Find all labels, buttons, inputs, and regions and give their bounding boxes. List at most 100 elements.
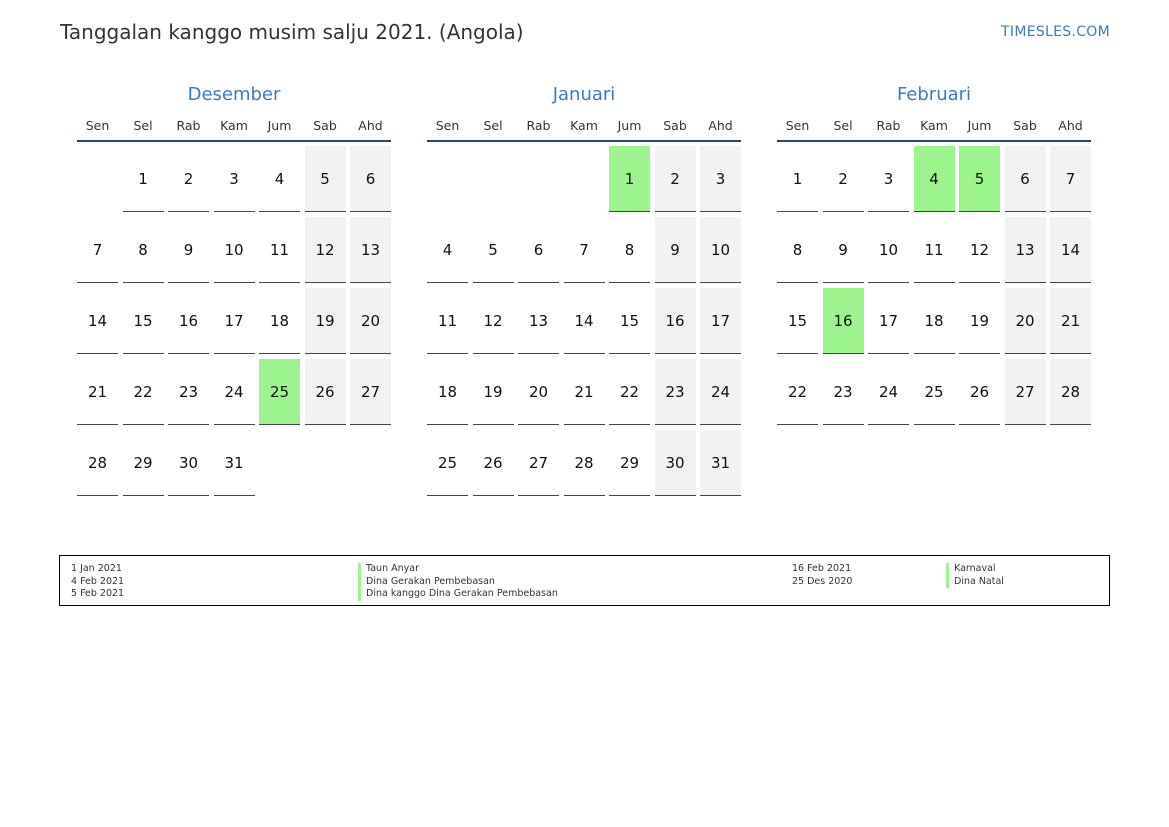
legend-dates-left: 1 Jan 2021 4 Feb 2021 5 Feb 2021 bbox=[71, 563, 124, 601]
day-cell: 15 bbox=[609, 288, 650, 354]
day-cell: 30 bbox=[168, 430, 209, 496]
day-cell: 9 bbox=[822, 217, 864, 283]
weekday-label: Sen bbox=[435, 118, 460, 133]
holiday-day-cell: 25 bbox=[259, 359, 300, 425]
day-cell: 27 bbox=[1004, 359, 1046, 425]
day-cell: 14 bbox=[563, 288, 605, 354]
weekday-label: Sel bbox=[133, 118, 153, 133]
holiday-legend: 1 Jan 2021 4 Feb 2021 5 Feb 2021 Taun An… bbox=[59, 555, 1110, 606]
day-cell: 13 bbox=[518, 288, 559, 354]
weekday-label: Kam bbox=[570, 118, 598, 133]
weekday-label: Kam bbox=[220, 118, 248, 133]
day-cell: 15 bbox=[122, 288, 164, 354]
day-cell: 31 bbox=[213, 430, 255, 496]
day-cell: 24 bbox=[868, 359, 909, 425]
day-cell: 20 bbox=[518, 359, 559, 425]
month-title: Februari bbox=[896, 84, 972, 105]
day-cell: 18 bbox=[259, 288, 300, 354]
legend-date: 1 Jan 2021 bbox=[71, 563, 122, 574]
brand-link[interactable]: TIMESLES.COM bbox=[1001, 24, 1110, 40]
day-cell: 28 bbox=[77, 430, 118, 496]
day-cell: 5 bbox=[304, 146, 346, 212]
weekday-label: Rab bbox=[876, 118, 901, 133]
weekday-label: Sen bbox=[785, 118, 810, 133]
day-cell: 19 bbox=[472, 359, 514, 425]
weekday-label: Jum bbox=[967, 118, 992, 133]
day-cell: 14 bbox=[1050, 217, 1091, 283]
legend-names-left: Taun Anyar Dina Gerakan Pembebasan Dina … bbox=[358, 563, 558, 601]
holiday-day-cell: 5 bbox=[959, 146, 1000, 212]
weekday-label: Rab bbox=[176, 118, 201, 133]
day-cell: 6 bbox=[518, 217, 559, 283]
day-cell: 14 bbox=[77, 288, 118, 354]
weekday-label: Sel bbox=[833, 118, 853, 133]
day-cell: 4 bbox=[427, 217, 468, 283]
day-cell: 17 bbox=[213, 288, 255, 354]
legend-names-right: Karnaval Dina Natal bbox=[946, 563, 1004, 588]
day-cell: 12 bbox=[959, 217, 1000, 283]
day-cell: 26 bbox=[304, 359, 346, 425]
day-cell: 5 bbox=[472, 217, 514, 283]
day-cell: 3 bbox=[868, 146, 909, 212]
day-cell: 16 bbox=[654, 288, 696, 354]
day-cell: 19 bbox=[959, 288, 1000, 354]
weekday-label: Ahd bbox=[1058, 118, 1083, 133]
day-cell: 31 bbox=[700, 430, 741, 496]
day-cell: 28 bbox=[1050, 359, 1091, 425]
weekday-label: Rab bbox=[526, 118, 551, 133]
legend-holiday-name: Dina Gerakan Pembebasan bbox=[358, 575, 558, 588]
day-cell: 13 bbox=[1004, 217, 1046, 283]
header-rule bbox=[777, 140, 1091, 142]
holiday-day-cell: 4 bbox=[913, 146, 955, 212]
empty-day-cell bbox=[77, 146, 118, 212]
day-cell: 19 bbox=[304, 288, 346, 354]
day-cell: 12 bbox=[472, 288, 514, 354]
day-cell: 27 bbox=[350, 359, 391, 425]
header-rule bbox=[427, 140, 741, 142]
weekday-label: Jum bbox=[617, 118, 642, 133]
day-cell: 2 bbox=[654, 146, 696, 212]
day-cell: 11 bbox=[913, 217, 955, 283]
day-cell: 6 bbox=[350, 146, 391, 212]
day-cell: 6 bbox=[1004, 146, 1046, 212]
holiday-day-cell: 1 bbox=[609, 146, 650, 212]
day-cell: 21 bbox=[563, 359, 605, 425]
weekday-label: Sel bbox=[483, 118, 503, 133]
weekday-label: Sen bbox=[85, 118, 110, 133]
day-cell: 29 bbox=[122, 430, 164, 496]
weekday-label: Sab bbox=[663, 118, 687, 133]
legend-dates-right: 16 Feb 2021 25 Des 2020 bbox=[792, 563, 852, 588]
day-cell: 21 bbox=[77, 359, 118, 425]
day-cell: 23 bbox=[822, 359, 864, 425]
day-cell: 29 bbox=[609, 430, 650, 496]
day-cell: 3 bbox=[213, 146, 255, 212]
day-cell: 10 bbox=[213, 217, 255, 283]
empty-day-cell bbox=[473, 146, 514, 212]
legend-date: 4 Feb 2021 bbox=[71, 575, 125, 587]
empty-day-cell bbox=[427, 146, 468, 212]
day-cell: 13 bbox=[350, 217, 391, 283]
header-rule bbox=[77, 140, 391, 142]
day-cell: 8 bbox=[777, 217, 818, 283]
day-cell: 12 bbox=[304, 217, 346, 283]
day-cell: 18 bbox=[913, 288, 955, 354]
day-cell: 17 bbox=[868, 288, 909, 354]
legend-date: 25 Des 2020 bbox=[792, 575, 853, 587]
weekday-label: Kam bbox=[920, 118, 948, 133]
day-cell: 24 bbox=[213, 359, 255, 425]
weekday-label: Ahd bbox=[358, 118, 383, 133]
day-grid: 1 2 3 4 5 6 7 8 9 10 11 12 13 14 15 16 17 18 19 20 21 22 23 24 2… bbox=[427, 146, 741, 496]
day-cell: 20 bbox=[1004, 288, 1046, 354]
day-cell: 22 bbox=[122, 359, 164, 425]
day-cell: 9 bbox=[654, 217, 696, 283]
weekday-label: Sab bbox=[313, 118, 337, 133]
holiday-day-cell: 16 bbox=[822, 288, 864, 354]
day-cell: 30 bbox=[654, 430, 696, 496]
weekday-label: Sab bbox=[1013, 118, 1037, 133]
day-cell: 10 bbox=[700, 217, 741, 283]
weekday-header: Sen Sel Rab Kam Jum Sab Ahd bbox=[777, 118, 1091, 138]
weekday-label: Jum bbox=[267, 118, 292, 133]
